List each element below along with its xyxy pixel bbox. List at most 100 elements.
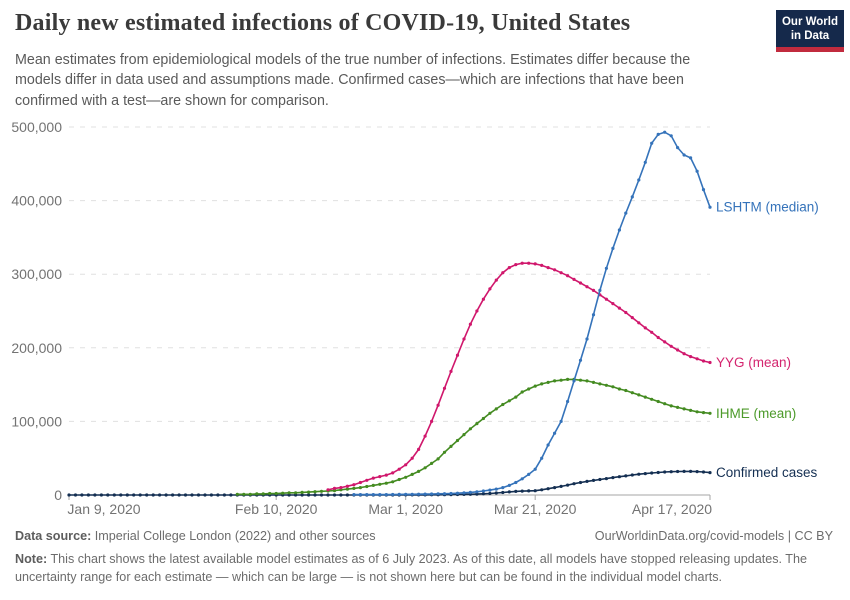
data-point [624, 211, 628, 215]
data-point [248, 492, 252, 496]
data-point [132, 493, 136, 497]
data-point [404, 463, 408, 467]
data-point [669, 134, 673, 138]
data-point [449, 444, 453, 448]
data-point [604, 266, 609, 270]
data-point [319, 489, 324, 493]
data-point [630, 195, 634, 199]
data-point [578, 358, 583, 362]
data-point [701, 188, 706, 192]
data-point [229, 493, 233, 497]
data-point [701, 411, 706, 415]
data-point [352, 486, 356, 490]
data-point [546, 487, 550, 491]
data-point [436, 457, 440, 461]
data-point [708, 411, 712, 415]
data-point [307, 490, 311, 494]
data-point [300, 493, 304, 497]
data-point [242, 492, 246, 496]
data-point [93, 493, 97, 497]
data-point [676, 146, 680, 150]
data-point [488, 411, 492, 415]
data-point [624, 310, 628, 315]
data-point [578, 281, 583, 285]
data-point [488, 491, 492, 496]
data-point [630, 473, 634, 477]
data-point [559, 271, 563, 275]
data-point [708, 360, 712, 365]
data-point [617, 306, 622, 310]
data-point [274, 491, 278, 496]
data-point [559, 419, 563, 423]
data-point [598, 288, 602, 292]
data-point [520, 489, 524, 493]
x-tick-label: Apr 17, 2020 [632, 501, 712, 517]
data-point [566, 483, 570, 487]
data-point [637, 321, 641, 325]
data-point [701, 470, 706, 474]
data-point [164, 493, 168, 497]
data-point [358, 486, 362, 490]
data-point [391, 471, 395, 475]
data-point [643, 472, 647, 476]
data-point [520, 390, 524, 394]
data-point [533, 467, 537, 471]
data-point [80, 493, 84, 497]
data-point [481, 492, 485, 496]
data-point [404, 475, 408, 479]
data-point [630, 391, 634, 395]
data-point [650, 330, 654, 334]
chart-footer: Data source: Imperial College London (20… [15, 529, 833, 587]
data-point [656, 335, 660, 340]
data-point [481, 489, 485, 493]
y-tick-label: 0 [54, 487, 62, 503]
data-point [391, 492, 395, 497]
data-point [319, 493, 324, 497]
data-point [708, 205, 712, 209]
owid-logo-background [776, 10, 844, 52]
data-point [307, 493, 311, 497]
data-point [566, 399, 570, 404]
data-point [326, 488, 330, 492]
data-point [442, 492, 447, 496]
data-point [572, 277, 576, 281]
data-point [507, 266, 511, 270]
data-point [520, 477, 524, 481]
owid-logo[interactable]: Our World in Data [776, 10, 844, 52]
data-point [378, 475, 382, 479]
data-point [540, 488, 544, 492]
data-source-label: Data source: [15, 529, 92, 543]
data-point [481, 416, 485, 421]
data-point [553, 431, 557, 435]
data-point [689, 156, 693, 160]
data-point [410, 456, 414, 460]
data-point [112, 493, 116, 497]
data-point [643, 326, 647, 330]
data-point [572, 482, 576, 486]
x-tick-label: Mar 21, 2020 [494, 501, 577, 517]
data-point [430, 461, 434, 465]
data-point [585, 379, 589, 383]
series-ihme-mean: IHME (mean) [235, 377, 796, 496]
data-point [585, 479, 589, 483]
x-tick-label: Feb 10, 2020 [235, 501, 318, 517]
series-label-yyg-mean: YYG (mean) [716, 355, 791, 370]
data-source-text: Imperial College London (2022) and other… [91, 529, 376, 543]
series-lshtm-median: LSHTM (median) [352, 130, 819, 497]
data-point [611, 385, 615, 389]
data-point [501, 486, 505, 490]
data-point [514, 480, 518, 485]
data-point [352, 483, 356, 487]
chart-subtitle: Mean estimates from epidemiological mode… [15, 52, 691, 109]
data-point [106, 493, 110, 497]
data-point [294, 491, 298, 495]
chart-note-label: Note: [15, 552, 48, 566]
data-point [488, 488, 492, 492]
data-point [650, 397, 654, 401]
data-point [546, 443, 550, 447]
data-point [397, 492, 401, 496]
license-link[interactable]: OurWorldinData.org/covid-models | CC BY [594, 529, 833, 543]
data-point [527, 472, 531, 476]
